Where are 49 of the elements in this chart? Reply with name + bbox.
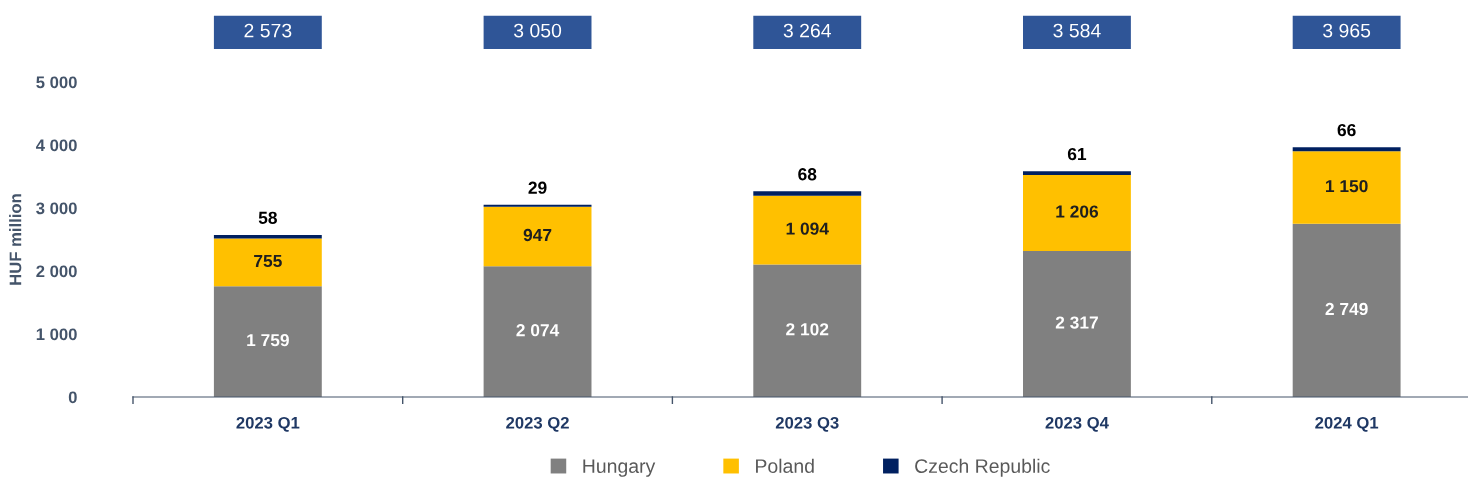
data-label: 29 xyxy=(528,181,547,194)
bar xyxy=(213,238,322,287)
data-label: 2 102 xyxy=(786,323,829,336)
text: 3 050 xyxy=(513,23,562,38)
bar xyxy=(753,264,862,397)
bar xyxy=(753,195,862,265)
y-tick-label: 2 000 xyxy=(36,265,77,278)
x-tick-label: 2023 Q3 xyxy=(775,416,839,432)
data-label: 2 749 xyxy=(1325,302,1368,316)
y-tick-label: 0 xyxy=(68,391,77,404)
legend-label: Poland xyxy=(756,458,814,473)
data-label: 58 xyxy=(258,211,277,224)
data-label: 68 xyxy=(798,168,817,181)
x-tick-label: 2023 Q2 xyxy=(506,416,569,432)
data-label: 1 206 xyxy=(1056,205,1099,218)
bar xyxy=(1292,151,1401,224)
y-tick-label: 1 000 xyxy=(36,328,77,341)
data-label: 2 074 xyxy=(516,324,560,337)
bar xyxy=(1292,223,1401,397)
bar xyxy=(1023,171,1131,176)
x-tick-label: 2024 Q1 xyxy=(1315,416,1379,432)
bar xyxy=(213,286,322,397)
bar xyxy=(213,234,322,239)
y-tick-label: 5 000 xyxy=(36,76,77,89)
data-label: 66 xyxy=(1337,123,1356,137)
y-tick-label: 4 000 xyxy=(35,139,77,152)
bar xyxy=(1023,251,1131,397)
data-label: 61 xyxy=(1067,147,1087,161)
y-axis-title: HUF million xyxy=(9,194,22,285)
text: 2 573 xyxy=(244,23,292,38)
text: 3 965 xyxy=(1323,23,1371,38)
text: 3 584 xyxy=(1053,23,1101,38)
legend-label: Czech Republic xyxy=(915,458,1050,477)
bar xyxy=(483,266,592,397)
data-label: 1 150 xyxy=(1326,179,1368,193)
data-label: 755 xyxy=(254,254,282,268)
data-label: 947 xyxy=(523,228,552,242)
data-label: 1 759 xyxy=(247,333,289,347)
x-tick-label: 2023 Q4 xyxy=(1045,416,1109,432)
legend-label: Hungary xyxy=(583,459,656,477)
data-label: 2 317 xyxy=(1055,316,1098,329)
text: 3 264 xyxy=(783,23,831,38)
bar xyxy=(1292,147,1401,152)
bar xyxy=(483,206,592,267)
bar xyxy=(1023,175,1131,252)
x-tick-label: 2023 Q1 xyxy=(236,416,300,432)
data-label: 1 094 xyxy=(786,222,829,235)
bar xyxy=(753,191,862,196)
y-tick-label: 3 000 xyxy=(36,202,77,215)
